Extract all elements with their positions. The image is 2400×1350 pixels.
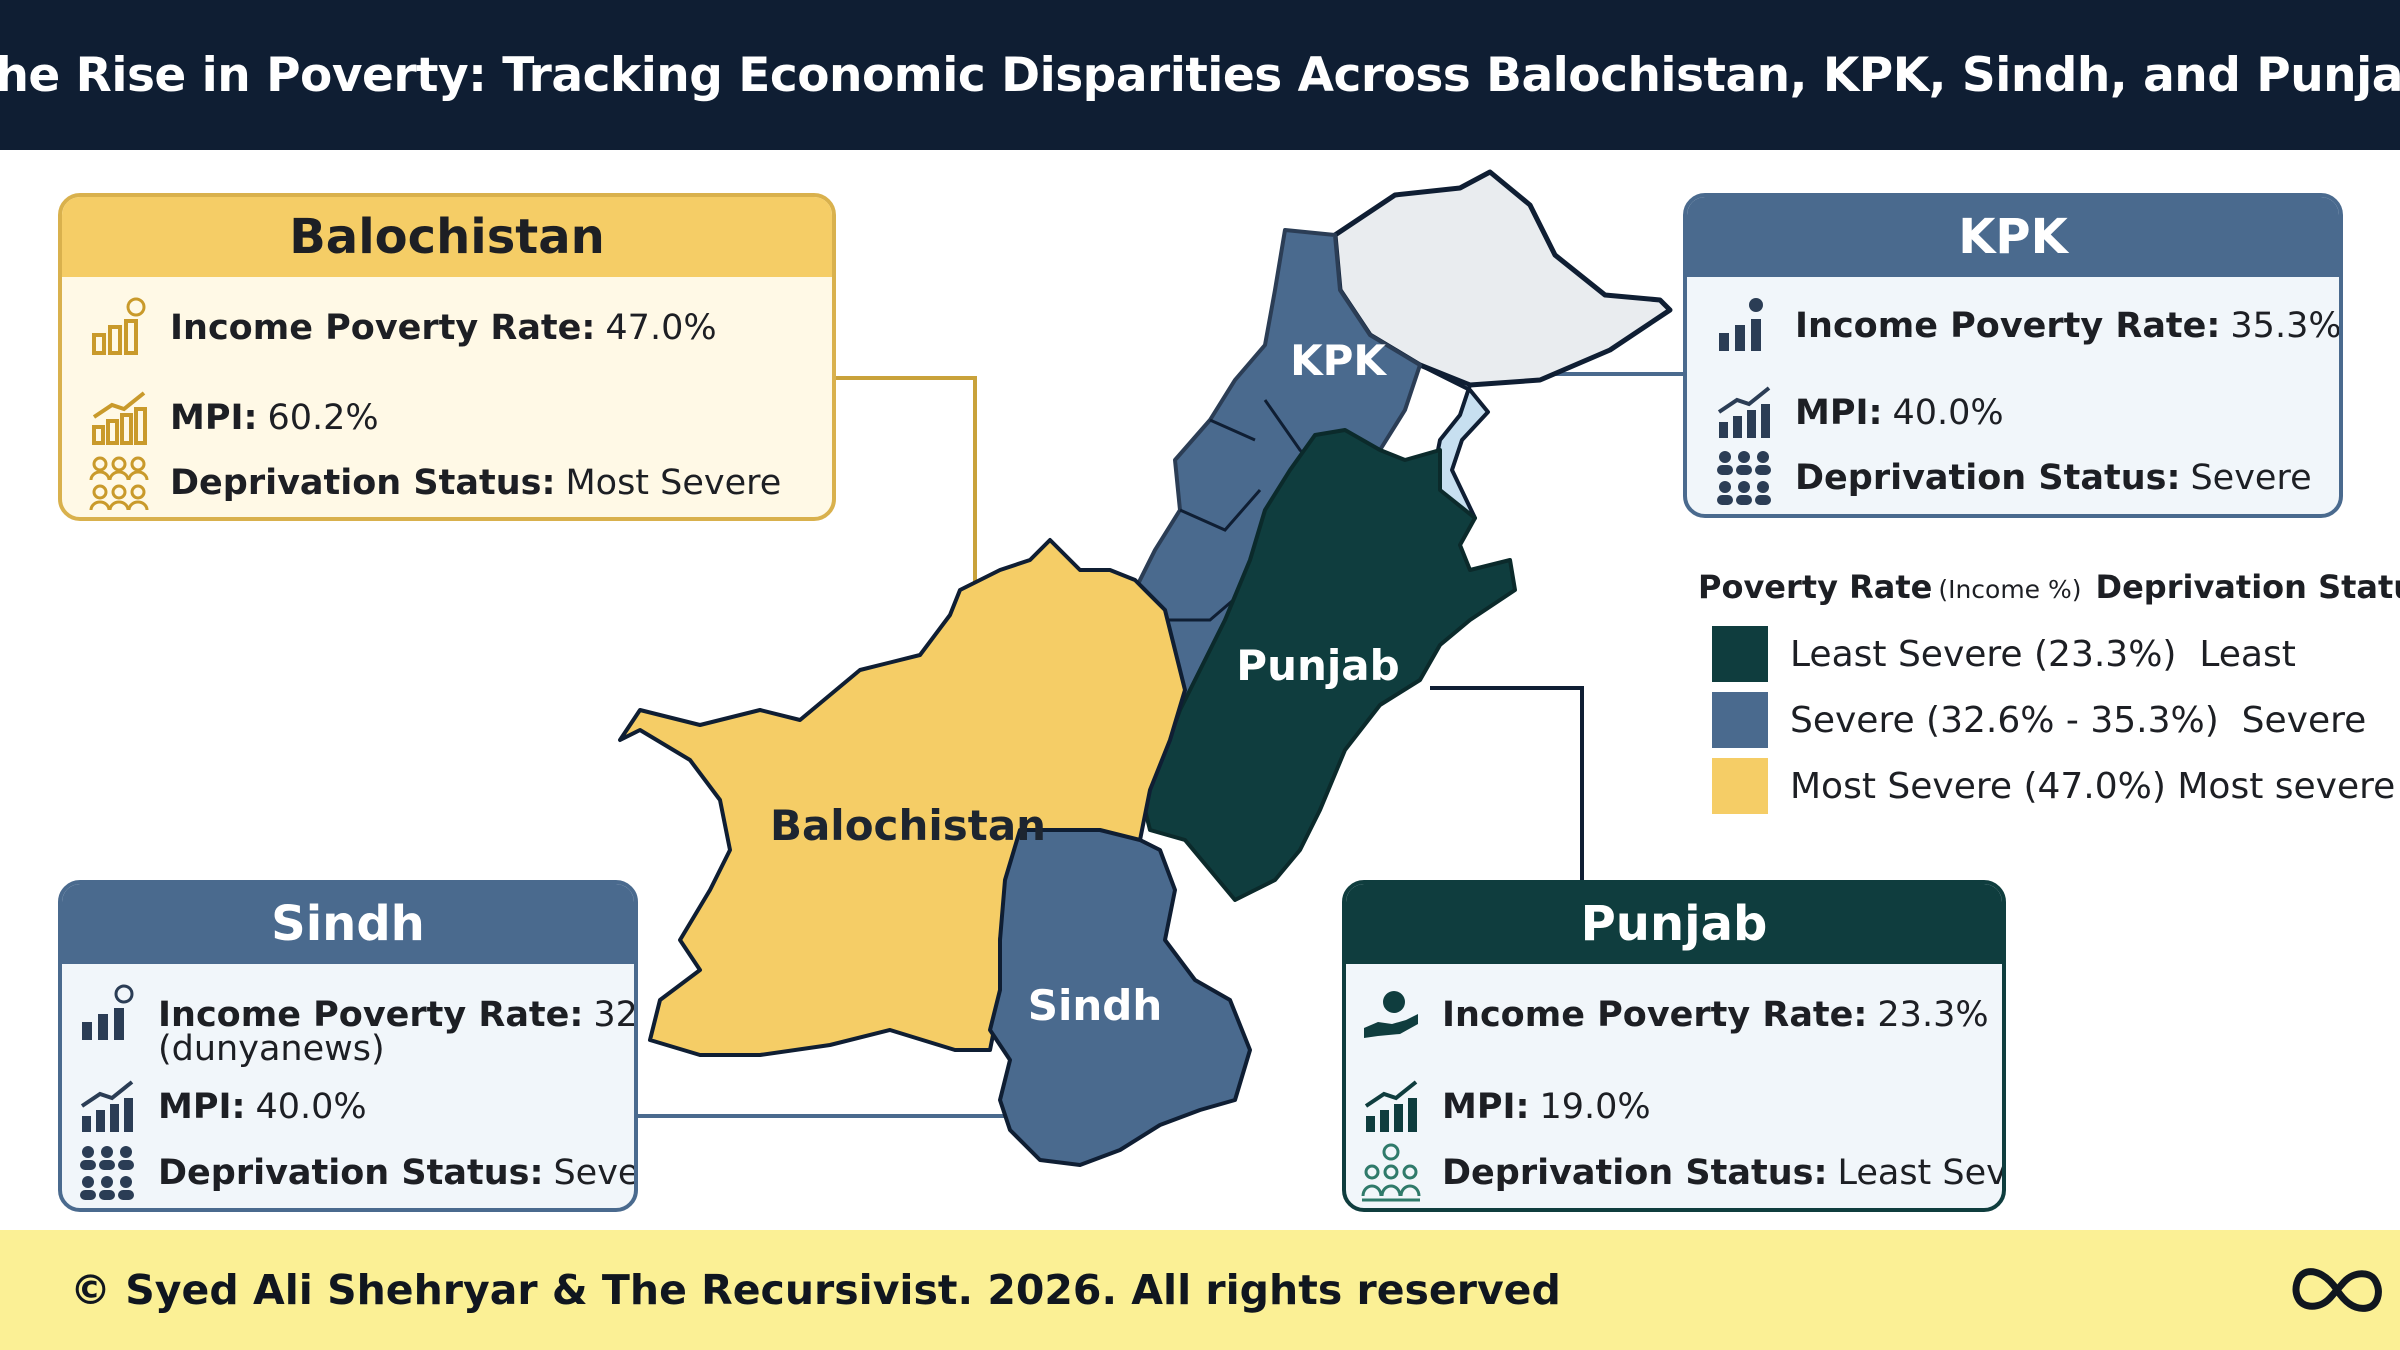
status-row: Deprivation Status: Severe — [1713, 447, 2312, 509]
legend-item-least: Least Severe (23.3%) Least — [1712, 626, 2296, 682]
copyright-text: © Syed Ali Shehryar & The Recursivist. 2… — [70, 1266, 1561, 1314]
legend-status: Severe — [2241, 699, 2367, 741]
card-title: Sindh — [62, 884, 634, 964]
legend-col-deprivation: Deprivation Status — [2095, 568, 2400, 606]
status-row: Deprivation Status: Least Severe — [1360, 1142, 2006, 1204]
coin-bar-chart-icon — [88, 297, 150, 359]
status-label: Deprivation Status: — [1442, 1153, 1828, 1193]
legend-item-severe: Severe (32.6% - 35.3%) Severe — [1712, 692, 2366, 748]
income-value: 35.3% — [2230, 306, 2342, 346]
income-row: Income Poverty Rate: 23.3% — [1360, 984, 1989, 1046]
header-bar: The Rise in Poverty: Tracking Economic D… — [0, 0, 2400, 150]
legend-swatch — [1712, 758, 1768, 814]
rising-chart-icon — [88, 387, 150, 449]
kpk-borders — [1160, 399, 1332, 622]
infinity-logo-icon — [2290, 1262, 2385, 1318]
map-label-punjab: Punjab — [1236, 641, 1399, 690]
income-value: 32.6% — [593, 995, 638, 1035]
legend-label: Most Severe (47.0%) — [1790, 765, 2166, 807]
income-label: Income Poverty Rate: — [170, 308, 596, 348]
map-label-balochistan: Balochistan — [770, 801, 1046, 850]
region-punjab — [1138, 428, 1517, 902]
income-label: Income Poverty Rate: — [1442, 995, 1868, 1035]
map-label-kpk: KPK — [1290, 336, 1387, 385]
mpi-label: MPI: — [170, 398, 258, 438]
card-balochistan: Balochistan Income Poverty Rate: 47.0% M… — [58, 193, 836, 521]
mpi-row: MPI: 60.2% — [88, 387, 379, 449]
income-row: Income Poverty Rate: 47.0% — [88, 297, 717, 359]
legend-col-poverty-rate: Poverty Rate — [1698, 568, 1933, 606]
map-area: KPK Punjab Balochistan Sindh — [0, 150, 2400, 1230]
status-value: Severe — [553, 1153, 638, 1193]
status-value: Most Severe — [565, 463, 782, 503]
map-label-sindh: Sindh — [1028, 981, 1163, 1030]
pakistan-map: KPK Punjab Balochistan Sindh — [618, 169, 1685, 1167]
connector-balochistan — [835, 376, 977, 632]
income-row: Income Poverty Rate: 35.3% — [1713, 295, 2342, 357]
income-label: Income Poverty Rate: — [158, 995, 584, 1035]
legend-status: Least — [2199, 633, 2296, 675]
rising-chart-icon — [1713, 382, 1775, 444]
region-sindh — [988, 828, 1252, 1167]
card-title: Balochistan — [62, 197, 832, 277]
mpi-value: 40.0% — [255, 1087, 367, 1127]
card-title: KPK — [1687, 197, 2339, 277]
mpi-row: MPI: 40.0% — [76, 1076, 367, 1138]
people-group-icon — [1713, 447, 1775, 509]
status-row: Deprivation Status: Severe — [76, 1142, 638, 1204]
footer-bar: © Syed Ali Shehryar & The Recursivist. 2… — [0, 1230, 2400, 1350]
card-kpk: KPK Income Poverty Rate: 35.3% MPI: 40.0… — [1683, 193, 2343, 518]
people-group-icon — [88, 452, 150, 514]
mpi-row: MPI: 40.0% — [1713, 382, 2004, 444]
source-note: (dunyanews) — [158, 1029, 385, 1069]
card-title: Punjab — [1346, 884, 2002, 964]
people-group-icon — [1360, 1142, 1422, 1204]
mpi-label: MPI: — [1442, 1087, 1530, 1127]
mpi-row: MPI: 19.0% — [1360, 1076, 1651, 1138]
legend: Poverty Rate(Income %) Deprivation Status… — [1698, 568, 2400, 828]
legend-label: Severe (32.6% - 35.3%) — [1790, 699, 2219, 741]
hand-coin-icon — [1360, 984, 1422, 1046]
legend-status: Most severe — [2177, 765, 2396, 807]
mpi-value: 19.0% — [1539, 1087, 1651, 1127]
income-row: Income Poverty Rate: 32.6% — [76, 984, 638, 1046]
coin-bar-chart-icon — [76, 984, 138, 1046]
card-punjab: Punjab Income Poverty Rate: 23.3% MPI: 1… — [1342, 880, 2006, 1212]
rising-chart-icon — [1360, 1076, 1422, 1138]
legend-header: Poverty Rate(Income %) Deprivation Status — [1698, 568, 2400, 606]
legend-item-most-severe: Most Severe (47.0%) Most severe — [1712, 758, 2395, 814]
status-label: Deprivation Status: — [170, 463, 556, 503]
mpi-value: 40.0% — [1892, 393, 2004, 433]
status-row: Deprivation Status: Most Severe — [88, 452, 781, 514]
status-value: Least Severe — [1837, 1153, 2006, 1193]
income-value: 47.0% — [605, 308, 717, 348]
people-group-icon — [76, 1142, 138, 1204]
rising-chart-icon — [76, 1076, 138, 1138]
mpi-label: MPI: — [1795, 393, 1883, 433]
legend-col-unit: (Income %) — [1938, 575, 2082, 604]
legend-label: Least Severe (23.3%) — [1790, 633, 2177, 675]
connector-punjab — [1430, 686, 1584, 880]
status-label: Deprivation Status: — [158, 1153, 544, 1193]
status-value: Severe — [2190, 458, 2312, 498]
coin-bar-chart-icon — [1713, 295, 1775, 357]
card-sindh: Sindh Income Poverty Rate: 32.6% (dunyan… — [58, 880, 638, 1212]
mpi-label: MPI: — [158, 1087, 246, 1127]
income-value: 23.3% — [1877, 995, 1989, 1035]
income-label: Income Poverty Rate: — [1795, 306, 2221, 346]
legend-swatch — [1712, 692, 1768, 748]
mpi-value: 60.2% — [267, 398, 379, 438]
legend-swatch — [1712, 626, 1768, 682]
status-label: Deprivation Status: — [1795, 458, 2181, 498]
page-title: The Rise in Poverty: Tracking Economic D… — [0, 47, 2400, 103]
